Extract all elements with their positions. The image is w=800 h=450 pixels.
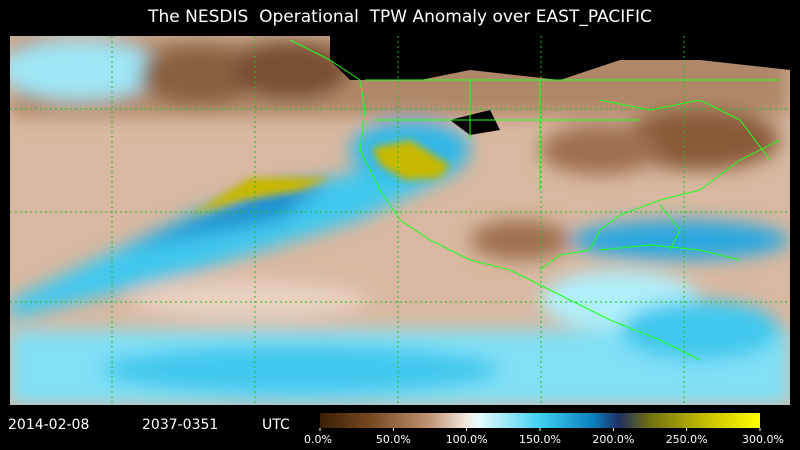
time: 2037-0351 <box>142 417 218 433</box>
tpw-map <box>10 36 790 405</box>
colorbar-tick-label: 300.0% <box>742 433 784 446</box>
colorbar-ticks: 0.0% 50.0% 100.0% 150.0% 200.0% 250.0% 300.0% <box>304 428 784 446</box>
colorbar-tick-label: 150.0% <box>519 433 561 446</box>
time-zone: UTC <box>262 417 290 433</box>
colorbar-tick-label: 50.0% <box>376 433 411 446</box>
date: 2014-02-08 <box>8 417 89 433</box>
colorbar <box>320 413 760 428</box>
colorbar-tick-label: 250.0% <box>666 433 708 446</box>
coastlines <box>289 39 781 361</box>
map-title: The NESDIS Operational TPW Anomaly over … <box>147 7 652 27</box>
colorbar-tick-label: 200.0% <box>592 433 634 446</box>
graticule <box>10 36 790 405</box>
colorbar-tick-label: 0.0% <box>304 433 332 446</box>
colorbar-tick-label: 100.0% <box>446 433 488 446</box>
